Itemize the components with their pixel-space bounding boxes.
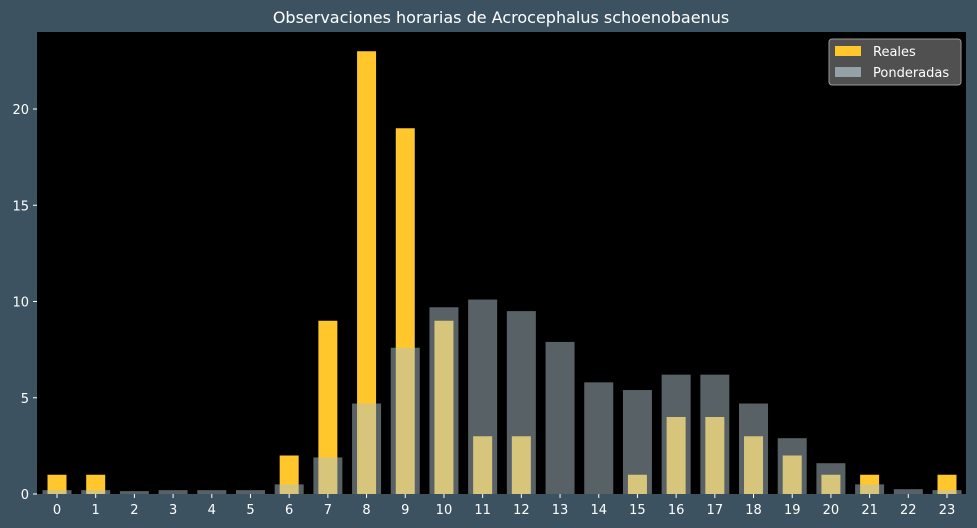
x-tick-label-1: 1: [92, 503, 100, 518]
bar-ponderadas-21: [855, 484, 885, 494]
x-tick-label-8: 8: [362, 503, 370, 518]
bar-ponderadas-7: [313, 457, 343, 494]
bar-ponderadas-9: [390, 347, 420, 494]
y-axis-ticks: 0 5 10 15 20: [12, 103, 37, 503]
legend-label-ponderadas: Ponderadas: [873, 66, 949, 81]
bar-reales-8: [357, 51, 377, 494]
bar-ponderadas-14: [584, 382, 614, 494]
bar-ponderadas-11: [468, 299, 498, 494]
bar-reales-0: [47, 474, 67, 494]
bar-ponderadas-10: [429, 307, 459, 494]
y-tick-label-5: 5: [21, 392, 29, 407]
x-tick-label-0: 0: [53, 503, 61, 518]
bar-ponderadas-4: [197, 490, 227, 494]
bar-ponderadas-19: [777, 438, 807, 494]
legend-box: [828, 38, 962, 86]
bar-ponderadas-5: [235, 490, 265, 494]
x-tick-label-14: 14: [590, 503, 607, 518]
bar-ponderadas-17: [700, 374, 730, 494]
y-tick-label-10: 10: [12, 296, 29, 311]
x-axis-ticks: 0 1 2 3 4 5 6 7 8 9 10 11 12 13 14 15 16 17 18 19 20 21 22 23: [53, 494, 955, 518]
x-tick-label-17: 17: [707, 503, 724, 518]
x-tick-label-7: 7: [324, 503, 332, 518]
x-tick-label-19: 19: [784, 503, 801, 518]
bar-ponderadas-23: [932, 490, 962, 494]
bar-ponderadas-6: [274, 484, 304, 494]
bar-ponderadas-12: [506, 311, 536, 494]
x-tick-label-20: 20: [823, 503, 840, 518]
x-tick-label-18: 18: [745, 503, 762, 518]
legend-swatch-reales: [835, 46, 861, 56]
chart-title: Observaciones horarias de Acrocephalus s…: [273, 8, 729, 27]
x-tick-label-5: 5: [246, 503, 254, 518]
x-tick-label-15: 15: [629, 503, 646, 518]
x-tick-label-9: 9: [401, 503, 409, 518]
legend-swatch-ponderadas: [835, 67, 861, 77]
bar-ponderadas-15: [622, 390, 652, 494]
bar-ponderadas-20: [816, 463, 846, 494]
bar-reales-23: [937, 474, 957, 494]
bar-ponderadas-8: [352, 403, 382, 494]
bar-ponderadas-3: [158, 490, 188, 494]
x-tick-label-6: 6: [285, 503, 293, 518]
x-tick-label-11: 11: [474, 503, 491, 518]
bar-reales-7: [318, 320, 338, 494]
x-tick-label-4: 4: [208, 503, 216, 518]
x-tick-label-22: 22: [900, 503, 917, 518]
plot-area: [37, 32, 966, 494]
x-tick-label-12: 12: [513, 503, 530, 518]
legend-label-reales: Reales: [873, 45, 916, 60]
x-tick-label-13: 13: [552, 503, 569, 518]
bars-layer: [42, 51, 962, 494]
bar-ponderadas-18: [739, 403, 769, 494]
x-tick-label-16: 16: [668, 503, 685, 518]
bar-ponderadas-0: [42, 490, 72, 494]
bar-ponderadas-16: [661, 374, 691, 494]
y-tick-label-15: 15: [12, 199, 29, 214]
bar-ponderadas-2: [119, 491, 149, 494]
y-tick-label-0: 0: [21, 488, 29, 503]
bar-ponderadas-13: [545, 341, 575, 494]
x-tick-label-10: 10: [436, 503, 453, 518]
x-tick-label-2: 2: [130, 503, 138, 518]
x-tick-label-23: 23: [939, 503, 956, 518]
bar-reales-1: [86, 474, 106, 494]
legend: Reales Ponderadas: [828, 38, 962, 86]
x-tick-label-21: 21: [861, 503, 878, 518]
x-tick-label-3: 3: [169, 503, 177, 518]
bar-ponderadas-22: [893, 489, 923, 494]
bar-ponderadas-1: [81, 490, 111, 494]
y-tick-label-20: 20: [12, 103, 29, 118]
